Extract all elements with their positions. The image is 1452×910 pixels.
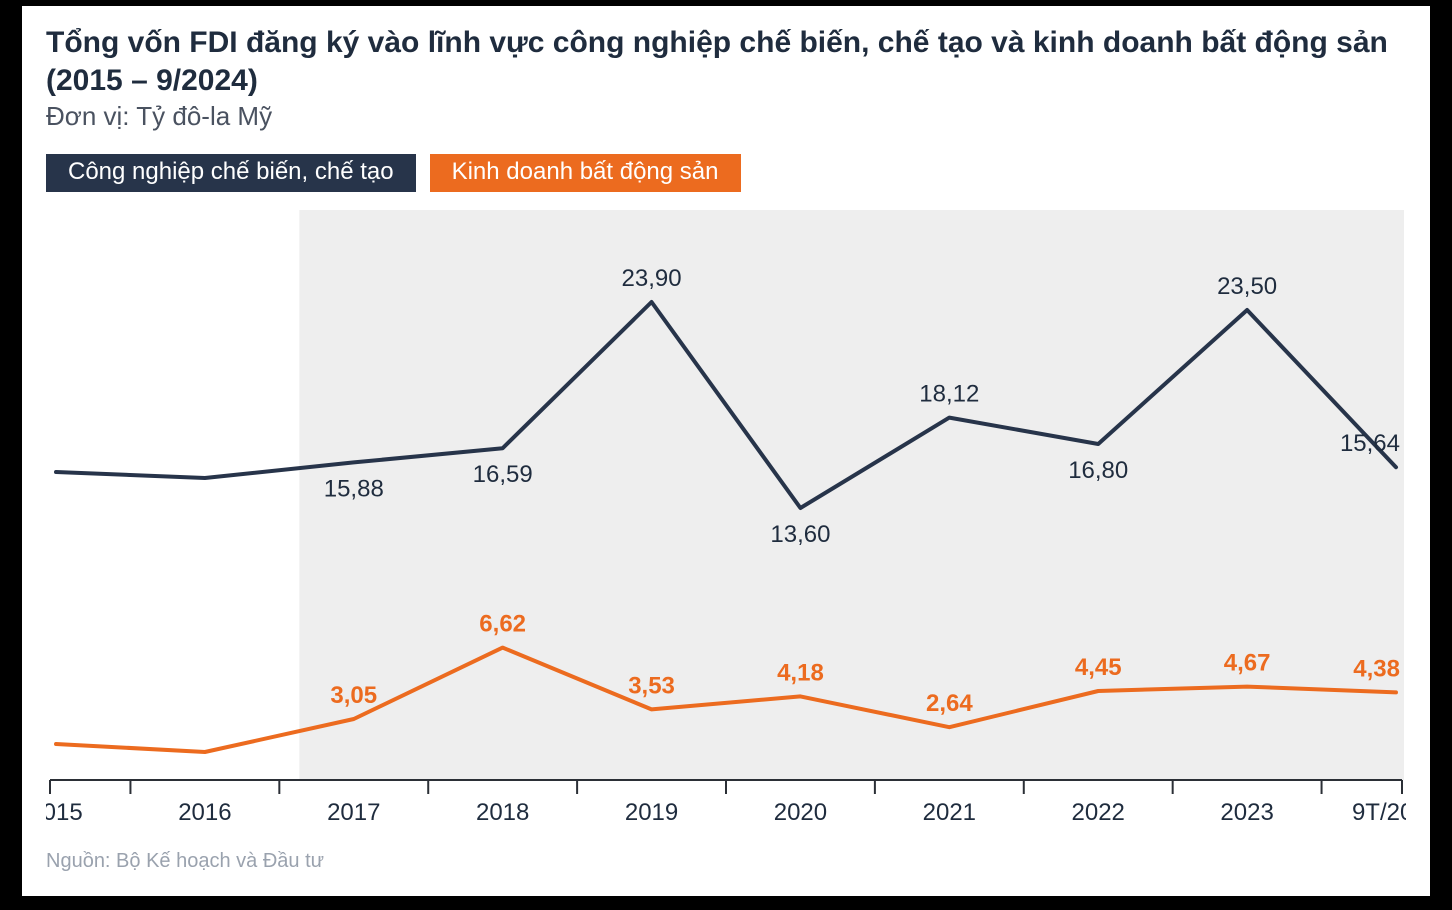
chart-title: Tổng vốn FDI đăng ký vào lĩnh vực công n…	[46, 24, 1406, 99]
legend-item-manufacturing: Công nghiệp chế biến, chế tạo	[46, 154, 416, 192]
legend: Công nghiệp chế biến, chế tạo Kinh doanh…	[46, 154, 1406, 192]
data-label: 23,90	[622, 265, 682, 292]
data-label: 6,62	[479, 611, 526, 638]
data-label: 4,45	[1075, 654, 1122, 681]
data-label: 18,12	[919, 381, 979, 408]
x-axis-label: 2023	[1220, 799, 1273, 826]
line-chart-svg: 2015 2016 2017 2018 2019 2020 2021 2022 2023 9T/2…	[46, 200, 1406, 840]
data-label: 3,05	[330, 682, 377, 709]
data-label: 15,88	[324, 475, 384, 502]
x-axis-label: 2015	[46, 799, 83, 826]
data-label: 4,67	[1224, 650, 1271, 677]
x-axis-label: 2017	[327, 799, 380, 826]
data-label: 4,38	[1353, 655, 1400, 682]
data-label: 13,60	[770, 521, 830, 548]
chart-subtitle: Đơn vị: Tỷ đô-la Mỹ	[46, 101, 1406, 132]
data-label: 23,50	[1217, 273, 1277, 300]
data-label: 16,80	[1068, 457, 1128, 484]
x-axis-label: 2022	[1072, 799, 1125, 826]
x-axis-label: 2016	[178, 799, 231, 826]
chart-card: Tổng vốn FDI đăng ký vào lĩnh vực công n…	[22, 6, 1430, 896]
data-label: 4,18	[777, 659, 824, 686]
data-label: 3,53	[628, 672, 675, 699]
legend-item-real-estate: Kinh doanh bất động sản	[430, 154, 741, 192]
x-axis-label: 2020	[774, 799, 827, 826]
x-axis-label: 2019	[625, 799, 678, 826]
data-label: 16,59	[473, 461, 533, 488]
data-label: 2,64	[926, 690, 973, 717]
x-axis-label: 2021	[923, 799, 976, 826]
data-label: 15,64	[1340, 430, 1400, 457]
x-axis-label: 2018	[476, 799, 529, 826]
plot-area: 2015 2016 2017 2018 2019 2020 2021 2022 2023 9T/2…	[46, 200, 1406, 840]
chart-source: Nguồn: Bộ Kế hoạch và Đầu tư	[46, 850, 1406, 873]
x-axis-label: 9T/2024	[1352, 799, 1406, 826]
